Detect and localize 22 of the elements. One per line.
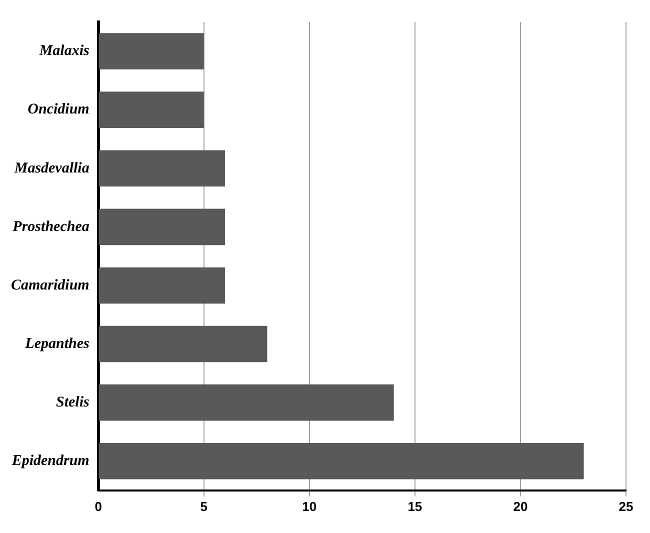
bar: [98, 92, 204, 128]
bar: [98, 150, 225, 187]
x-tick-label: 10: [302, 498, 317, 514]
bar: [98, 208, 225, 246]
bar: [98, 326, 268, 362]
x-tick-label: 20: [513, 498, 528, 514]
bar: [98, 33, 204, 70]
x-tick-label: 0: [94, 498, 102, 514]
bar: [98, 384, 394, 421]
bar: [98, 267, 225, 304]
x-tick-label: 25: [618, 498, 634, 514]
bar: [98, 442, 584, 480]
y-tick-label: Camaridium: [10, 277, 90, 294]
y-tick-label: Malaxis: [38, 43, 90, 60]
x-tick-label: 5: [200, 498, 208, 514]
y-tick-label: Epidendrum: [10, 453, 90, 469]
y-tick-label: Oncidium: [28, 102, 90, 118]
x-tick-label: 15: [408, 498, 422, 514]
y-tick-label: Lepanthes: [24, 336, 90, 352]
y-tick-label: Stelis: [56, 394, 90, 410]
y-tick-label: Masdevallia: [13, 160, 90, 176]
y-tick-label: Prosthechea: [12, 218, 90, 235]
